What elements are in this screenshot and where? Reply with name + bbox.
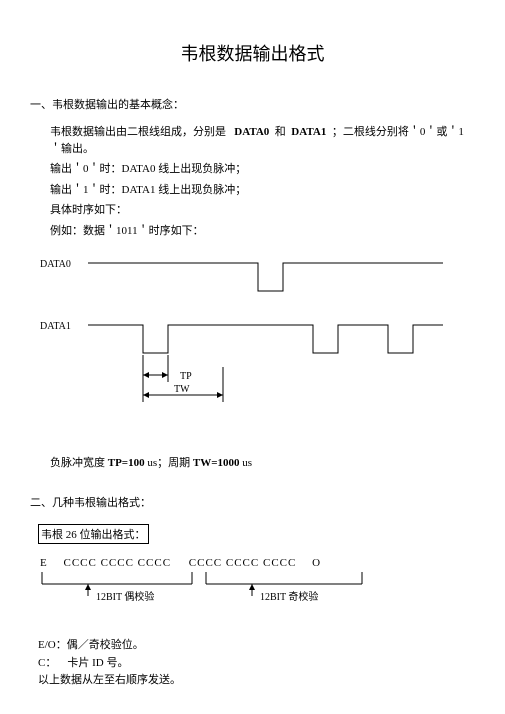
pattern-lc: CCCC CCCC CCCC (63, 557, 171, 569)
section2-heading: 二、几种韦根输出格式： (30, 494, 465, 510)
bit-pattern-diagram: E CCCC CCCC CCCC CCCC CCCC CCCC O 12BIT … (40, 554, 465, 627)
intro-a: 韦根数据输出由二根线组成，分别是 (50, 126, 226, 138)
tw-label: TW (174, 384, 190, 395)
tp-eq: TP=100 (108, 457, 145, 469)
pattern-rc: CCCC CCCC CCCC (189, 557, 297, 569)
tw-eq: TW=1000 (193, 457, 240, 469)
output-zero: 输出＇0＇时：DATA0 线上出现负脉冲； (50, 161, 465, 178)
legend: E/O：偶／奇校验位。 C： 卡片 ID 号。 以上数据从左至右顺序发送。 (38, 637, 465, 690)
wiegand26-heading: 韦根 26 位输出格式： (38, 524, 149, 544)
waveform-diagram: DATA0 DATA1 TP (40, 247, 465, 430)
legend-eo: E/O：偶／奇校验位。 (38, 637, 465, 655)
pattern-e: E (40, 557, 48, 569)
legend-c-a: C： (38, 657, 56, 669)
data0-label: DATA0 (40, 259, 71, 270)
intro-c: 和 (275, 126, 286, 138)
legend-c-b: 卡片 ID 号。 (67, 657, 128, 669)
legend-c: C： 卡片 ID 号。 (38, 655, 465, 673)
data1-waveform-path (88, 325, 443, 353)
right-bracket: 12BIT 奇校验 (206, 572, 362, 603)
us1: us；周期 (147, 457, 193, 469)
section1-heading: 一、韦根数据输出的基本概念： (30, 96, 465, 112)
label-left-parity: 12BIT 偶校验 (96, 590, 154, 603)
tp-annotation: TP TW (143, 355, 223, 402)
example-intro: 例如：数据＇1011＇时序如下： (50, 223, 465, 240)
svg-text:E CCCC CCCC CCCC: E CCCC CCCC CCCC CCCC CCCC CCCC O (40, 557, 321, 569)
data1-label: DATA1 (40, 321, 71, 332)
intro-paragraph: 韦根数据输出由二根线组成，分别是 DATA0 和 DATA1 ；二根线分别将＇0… (50, 124, 465, 157)
intro-b: DATA0 (234, 126, 269, 138)
pulse-spec: 负脉冲宽度 TP=100 us；周期 TW=1000 us (50, 454, 465, 470)
label-right-parity: 12BIT 奇校验 (260, 590, 318, 603)
pulse-prefix: 负脉冲宽度 (50, 457, 108, 469)
us2: us (242, 457, 252, 469)
timing-intro: 具体时序如下： (50, 202, 465, 219)
legend-send: 以上数据从左至右顺序发送。 (38, 672, 465, 690)
pattern-o: O (312, 557, 321, 569)
page-title: 韦根数据输出格式 (40, 40, 465, 66)
output-one: 输出＇1＇时：DATA1 线上出现负脉冲； (50, 182, 465, 199)
left-bracket: 12BIT 偶校验 (42, 572, 192, 603)
intro-d: DATA1 (291, 126, 326, 138)
tp-label: TP (180, 371, 192, 382)
data0-waveform-path (88, 263, 443, 291)
